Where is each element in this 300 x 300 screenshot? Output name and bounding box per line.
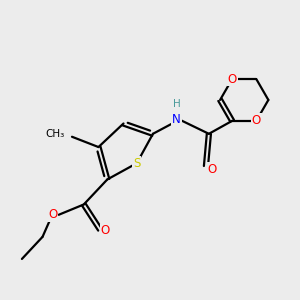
Text: O: O — [252, 114, 261, 128]
Text: CH₃: CH₃ — [45, 129, 64, 140]
Text: O: O — [100, 224, 110, 238]
Text: O: O — [207, 163, 217, 176]
Text: S: S — [133, 157, 140, 170]
Text: H: H — [172, 99, 180, 109]
Text: N: N — [172, 112, 181, 126]
Text: O: O — [48, 208, 58, 221]
Text: O: O — [227, 73, 237, 85]
